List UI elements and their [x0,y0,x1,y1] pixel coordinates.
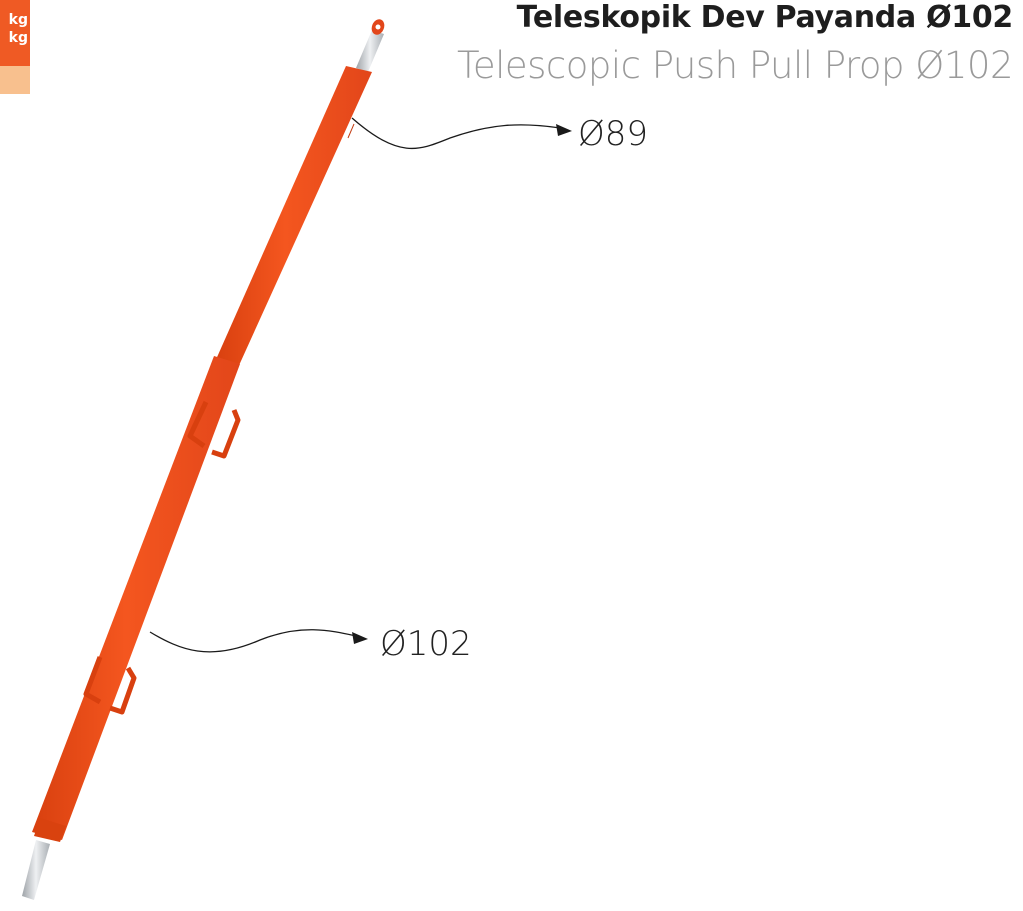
outer-diameter-label: Ø102 [380,624,472,664]
callout-arrow-102 [149,629,368,653]
inner-diameter-label: Ø89 [578,114,649,154]
inner-tube [214,66,372,372]
outer-tube [32,356,240,842]
callout-arrow-89 [351,117,572,150]
side-tab-weight-label-1: kg [8,12,28,28]
side-tab-accent [0,66,30,94]
upper-handle [187,400,241,459]
bottom-threaded-rod [22,840,50,900]
lower-handle [83,656,137,715]
side-tab-weight-label-2: kg [8,30,28,46]
product-title-turkish: Teleskopik Dev Payanda Ø102 [516,0,1014,35]
product-title-english: Telescopic Push Pull Prop Ø102 [457,44,1013,87]
top-threaded-rod [356,19,385,72]
side-tab: kg kg [0,0,30,66]
